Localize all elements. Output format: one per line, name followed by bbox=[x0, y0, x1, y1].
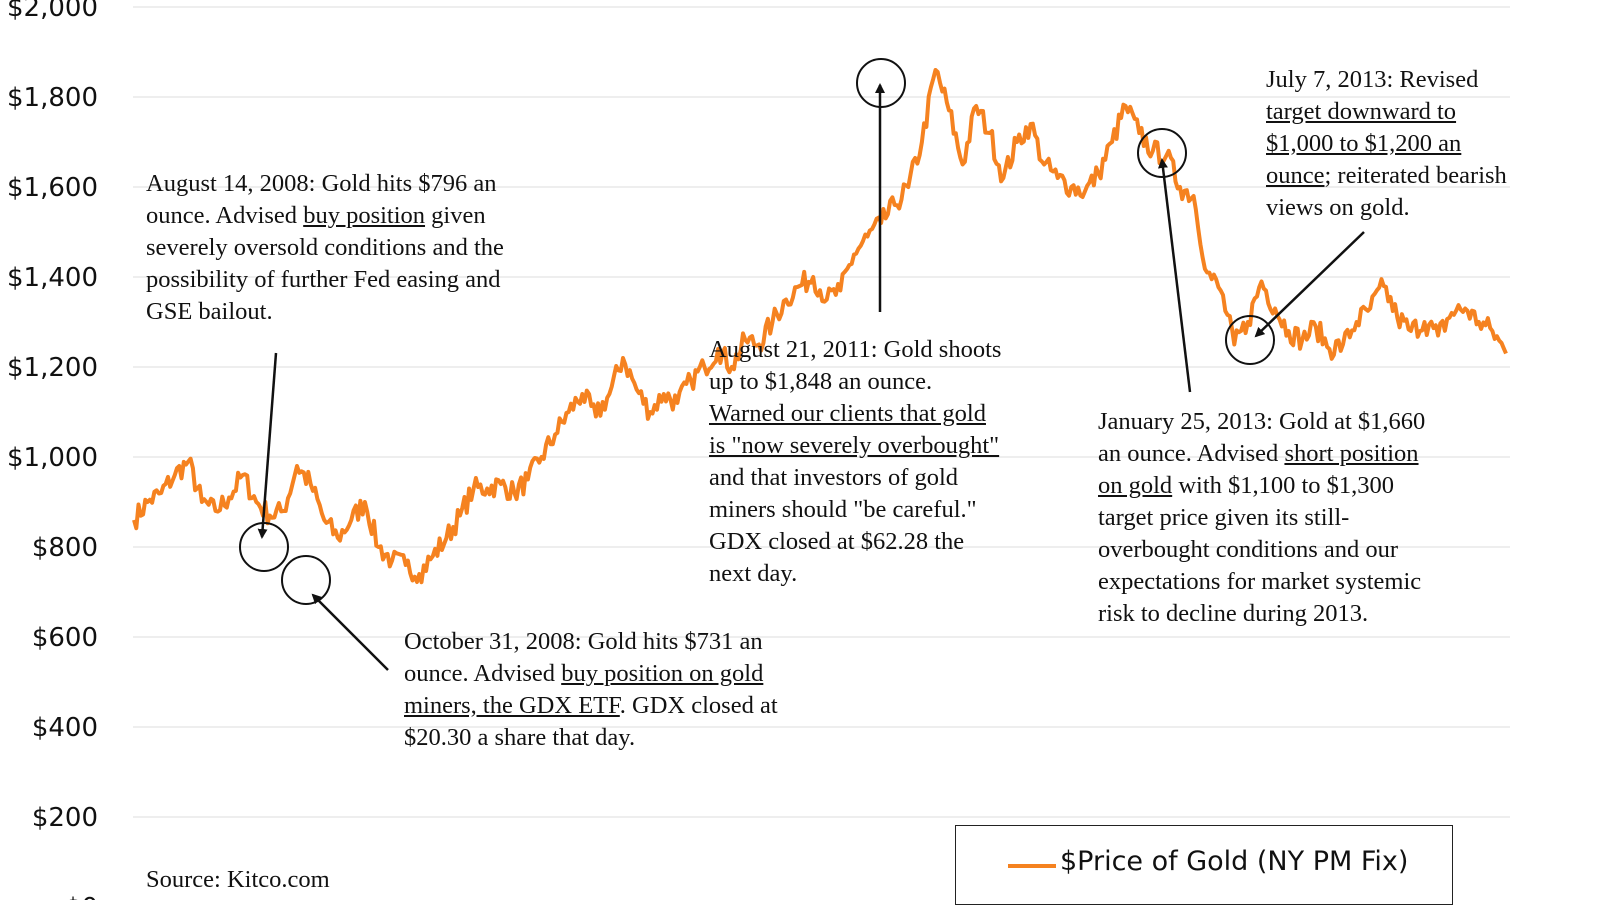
annotation-line: risk to decline during 2013. bbox=[1098, 600, 1369, 627]
source-note: Source: Kitco.com bbox=[146, 866, 330, 893]
annotation-jul2013: July 7, 2013: Revised target downward to… bbox=[1266, 64, 1507, 224]
annotation-text: an ounce. Advised bbox=[1098, 440, 1285, 467]
annotation-line: and that investors of gold bbox=[709, 464, 959, 491]
annotation-line: expectations for market systemic bbox=[1098, 568, 1422, 595]
annotation-line: views on gold. bbox=[1266, 194, 1410, 221]
y-tick-label: $400 bbox=[32, 713, 98, 743]
y-tick-label: $200 bbox=[32, 803, 98, 833]
annotation-aug2008: August 14, 2008: Gold hits $796 an ounce… bbox=[146, 168, 504, 328]
y-tick-label: $1,200 bbox=[7, 353, 98, 383]
annotation-line: an ounce. Advised short position bbox=[1098, 438, 1425, 470]
annotation-line: GSE bailout. bbox=[146, 298, 273, 325]
annotation-underlined: ounce bbox=[1266, 162, 1325, 189]
y-axis-ticks: $0 $200 $400 $600 $800 $1,000 $1,200 $1,400 $1,6… bbox=[7, 0, 98, 900]
annotation-oct2008: October 31, 2008: Gold hits $731 an ounc… bbox=[404, 626, 778, 754]
annotation-line: miners should "be careful." bbox=[709, 496, 977, 523]
arrow-jul2013 bbox=[1254, 231, 1365, 338]
annotation-underlined: buy position bbox=[303, 202, 426, 229]
annotation-line: is "now severely overbought" bbox=[709, 430, 1001, 462]
annotation-aug2011: August 21, 2011: Gold shoots up to $1,84… bbox=[709, 334, 1001, 590]
arrow-aug2008 bbox=[257, 352, 278, 539]
annotation-line: Warned our clients that gold bbox=[709, 398, 1001, 430]
annotation-line: August 14, 2008: Gold hits $796 an bbox=[146, 170, 497, 197]
legend-swatch bbox=[1008, 864, 1056, 868]
annotation-text: ounce. Advised bbox=[404, 660, 562, 687]
y-tick-label: $800 bbox=[32, 533, 98, 563]
annotation-line: $20.30 a share that day. bbox=[404, 724, 636, 751]
annotation-line: on gold with $1,100 to $1,300 bbox=[1098, 470, 1425, 502]
y-tick-label: $1,600 bbox=[7, 173, 98, 203]
legend: $Price of Gold (NY PM Fix) bbox=[955, 825, 1453, 905]
annotation-line: target downward to bbox=[1266, 96, 1507, 128]
y-tick-label: $1,000 bbox=[7, 443, 98, 473]
annotation-text: . GDX closed at bbox=[619, 692, 778, 719]
annotation-line: target price given its still- bbox=[1098, 504, 1350, 531]
annotation-underlined: short position bbox=[1284, 440, 1419, 467]
annotation-line: next day. bbox=[709, 560, 798, 587]
annotation-text: ounce. Advised bbox=[146, 202, 304, 229]
annotation-line: GDX closed at $62.28 the bbox=[709, 528, 965, 555]
highlight-circle-oct2008 bbox=[281, 555, 331, 605]
annotation-underlined: is "now severely overbought" bbox=[709, 432, 1000, 459]
annotation-underlined: $1,000 to $1,200 an bbox=[1266, 130, 1462, 157]
annotation-jan2013: January 25, 2013: Gold at $1,660 an ounc… bbox=[1098, 406, 1425, 630]
annotation-text: with $1,100 to $1,300 bbox=[1172, 472, 1395, 499]
annotation-line: up to $1,848 an ounce. bbox=[709, 368, 933, 395]
y-tick-label: $0 bbox=[65, 893, 98, 900]
highlight-circle-jul2013 bbox=[1225, 315, 1275, 365]
annotation-line: ounce. Advised buy position given bbox=[146, 200, 504, 232]
annotation-text: given bbox=[425, 202, 486, 229]
arrow-jan2013 bbox=[1157, 158, 1192, 393]
annotation-line: $1,000 to $1,200 an bbox=[1266, 128, 1507, 160]
annotation-line: ounce; reiterated bearish bbox=[1266, 160, 1507, 192]
y-tick-label: $2,000 bbox=[7, 0, 98, 23]
annotation-text: ; reiterated bearish bbox=[1324, 162, 1507, 189]
annotation-underlined: Warned our clients that gold bbox=[709, 400, 986, 427]
annotation-line: ounce. Advised buy position on gold bbox=[404, 658, 778, 690]
annotation-line: overbought conditions and our bbox=[1098, 536, 1399, 563]
y-tick-label: $600 bbox=[32, 623, 98, 653]
highlight-circle-jan2013 bbox=[1137, 128, 1187, 178]
annotation-underlined: buy position on gold bbox=[561, 660, 764, 687]
annotation-underlined: on gold bbox=[1098, 472, 1173, 499]
callouts bbox=[239, 58, 1365, 671]
annotation-line: January 25, 2013: Gold at $1,660 bbox=[1098, 408, 1426, 435]
annotation-line: October 31, 2008: Gold hits $731 an bbox=[404, 628, 763, 655]
annotation-line: severely oversold conditions and the bbox=[146, 234, 504, 261]
legend-label: $Price of Gold (NY PM Fix) bbox=[1060, 846, 1409, 877]
annotation-line: miners, the GDX ETF. GDX closed at bbox=[404, 690, 778, 722]
annotation-line: August 21, 2011: Gold shoots bbox=[709, 336, 1002, 363]
y-tick-label: $1,800 bbox=[7, 83, 98, 113]
annotation-line: July 7, 2013: Revised bbox=[1266, 66, 1479, 93]
annotation-underlined: target downward to bbox=[1266, 98, 1457, 125]
annotation-line: possibility of further Fed easing and bbox=[146, 266, 501, 293]
arrow-oct2008 bbox=[311, 593, 389, 671]
annotation-underlined: miners, the GDX ETF bbox=[404, 692, 620, 719]
y-tick-label: $1,400 bbox=[7, 263, 98, 293]
gridlines bbox=[133, 6, 1510, 818]
